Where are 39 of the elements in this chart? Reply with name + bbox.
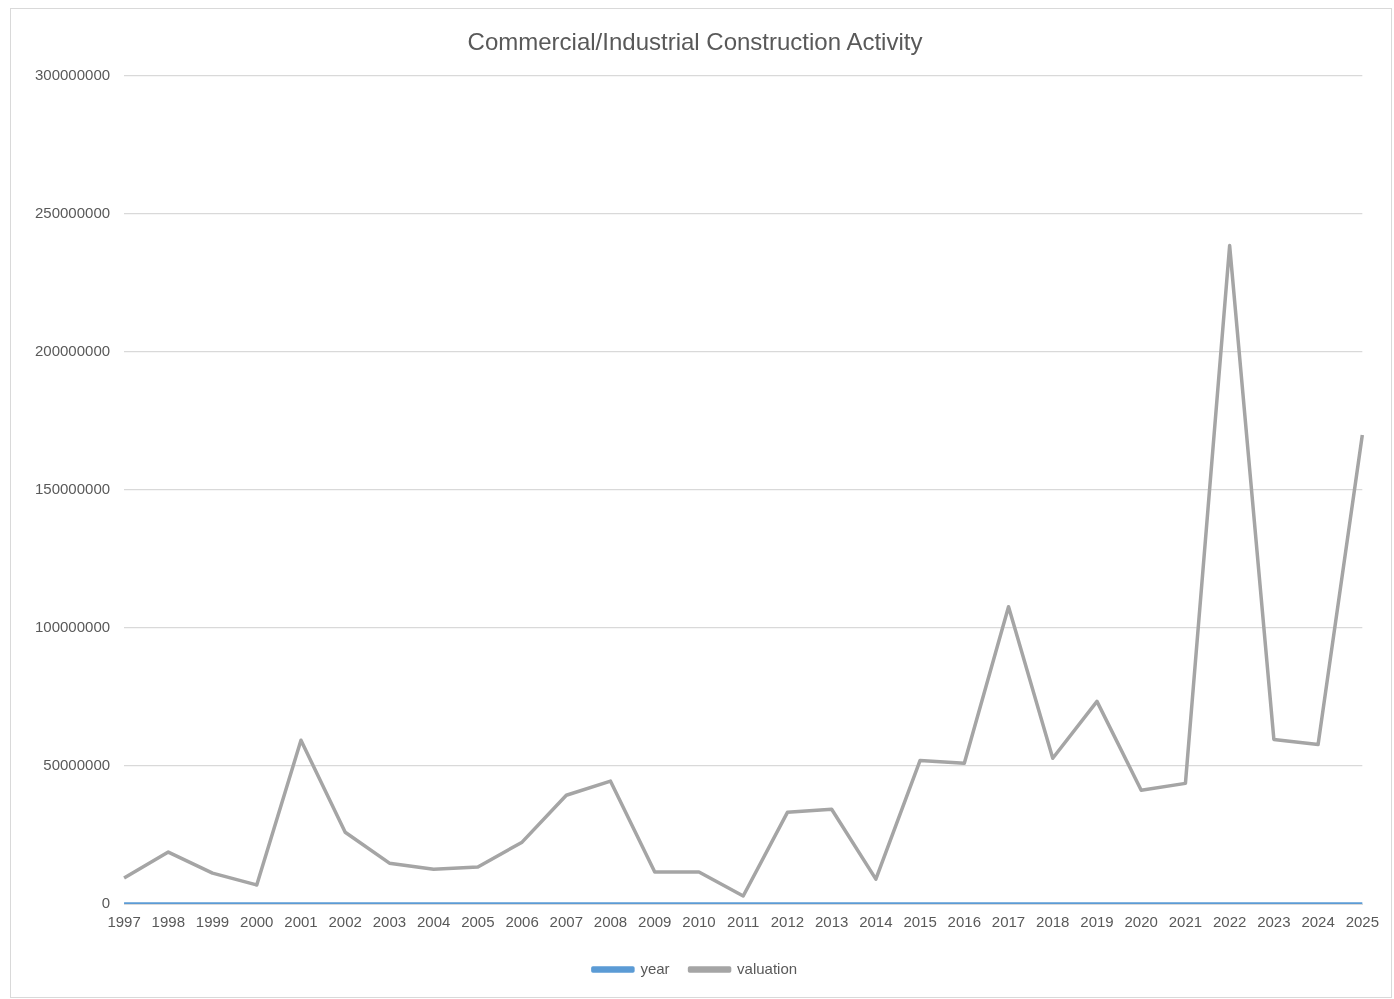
x-tick-label: 2014 <box>859 913 893 931</box>
x-tick-label: 2011 <box>727 913 760 931</box>
x-tick-label: 1998 <box>151 913 185 931</box>
x-tick-label: 2015 <box>903 913 937 931</box>
x-tick-label: 2000 <box>240 913 274 931</box>
legend-label: year <box>640 959 670 977</box>
y-tick-label: 150000000 <box>34 480 111 498</box>
y-tick-label: 100000000 <box>34 618 111 636</box>
x-tick-label: 2018 <box>1036 913 1070 931</box>
x-tick-label: 2012 <box>770 913 805 931</box>
x-tick-label: 1999 <box>195 913 230 931</box>
x-tick-label: 2002 <box>328 913 362 931</box>
x-tick-label: 2009 <box>638 913 672 931</box>
x-tick-label: 2019 <box>1080 913 1114 931</box>
x-tick-label: 2017 <box>991 913 1026 931</box>
x-tick-label: 2007 <box>549 913 583 931</box>
x-tick-label: 2020 <box>1124 913 1158 931</box>
x-tick-label: 2025 <box>1345 913 1379 931</box>
x-tick-label: 2021 <box>1168 913 1203 931</box>
y-tick-label: 200000000 <box>34 342 111 360</box>
y-tick-label: 250000000 <box>34 203 111 221</box>
x-tick-label: 2010 <box>682 913 716 931</box>
chart-title: Commercial/Industrial Construction Activity <box>467 28 923 56</box>
x-tick-label: 2004 <box>416 913 451 931</box>
x-tick-label: 2005 <box>461 913 495 931</box>
x-tick-label: 2006 <box>505 913 539 931</box>
x-tick-label: 2013 <box>814 913 849 931</box>
x-tick-label: 2008 <box>593 913 628 931</box>
y-tick-label: 300000000 <box>34 65 111 83</box>
x-tick-label: 2001 <box>284 913 318 931</box>
legend-label: valuation <box>737 959 798 977</box>
x-tick-label: 2022 <box>1212 913 1247 931</box>
y-tick-label: 50000000 <box>43 756 111 774</box>
x-tick-label: 2023 <box>1257 913 1291 931</box>
x-tick-label: 2003 <box>372 913 407 931</box>
x-tick-label: 2024 <box>1301 913 1335 931</box>
y-tick-label: 0 <box>101 894 111 912</box>
x-tick-label: 2016 <box>947 913 981 931</box>
x-tick-label: 1997 <box>107 913 141 931</box>
